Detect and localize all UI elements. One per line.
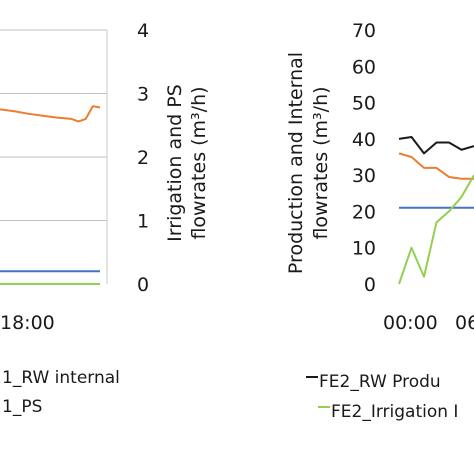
right-y-tick-1: 10: [352, 238, 376, 260]
right-y-axis-title-line1: Production and Internal: [285, 52, 307, 274]
right-y-tick-2: 20: [352, 201, 376, 223]
left-y2-axis-title-line2: flowrates (m³/h): [188, 86, 210, 239]
right-y-tick-5: 50: [352, 93, 376, 115]
right-series-group: [398, 136, 474, 285]
left-legend: 1_RW internal 1_PS: [2, 368, 120, 417]
legend-entry-rw-production: FE2_RW Produ: [319, 372, 441, 392]
left-y2-tick-1: 1: [137, 211, 149, 233]
left-y2-tick-2: 2: [137, 147, 149, 169]
left-x-tick-label: 18:00: [0, 312, 55, 334]
right-panel: 0 10 20 30 40 50 60 70 00:00 06 Production and …: [285, 20, 474, 334]
left-y2-tick-3: 3: [137, 84, 149, 106]
left-y2-tick-4: 4: [137, 20, 149, 42]
left-y2-axis-title-line1: Irrigation and PS: [164, 84, 186, 242]
right-y-axis-title-line2: flowrates (m³/h): [310, 86, 332, 239]
legend-entry-ps: 1_PS: [2, 397, 42, 417]
right-y-tick-7: 70: [352, 20, 376, 42]
right-y-tick-4: 40: [352, 129, 376, 151]
right-series-line-1: [398, 152, 474, 180]
right-y-tick-labels: 0 10 20 30 40 50 60 70: [352, 20, 376, 296]
left-y2-tick-0: 0: [137, 274, 149, 296]
right-y-tick-3: 30: [352, 165, 376, 187]
left-panel: 0 1 2 3 4 18:00 Irrigation and PS flowrates …: [0, 20, 210, 334]
left-series-line-1: [0, 105, 101, 123]
right-legend: FE2_RW Produ FE2_Irrigation I: [306, 372, 458, 422]
right-x-tick-label-0: 00:00: [383, 312, 438, 334]
legend-entry-irrigation: FE2_Irrigation I: [331, 402, 458, 422]
left-gridlines: [0, 29, 107, 221]
right-series-line-0: [398, 136, 474, 155]
left-series-group: [0, 105, 101, 285]
right-x-tick-label-1: 06: [455, 312, 474, 334]
right-series-line-3: [398, 174, 474, 285]
right-y-tick-0: 0: [364, 274, 376, 296]
legend-entry-rw-internal: 1_RW internal: [2, 368, 120, 388]
left-y2-tick-labels: 0 1 2 3 4: [137, 20, 149, 296]
right-y-tick-6: 60: [352, 56, 376, 78]
